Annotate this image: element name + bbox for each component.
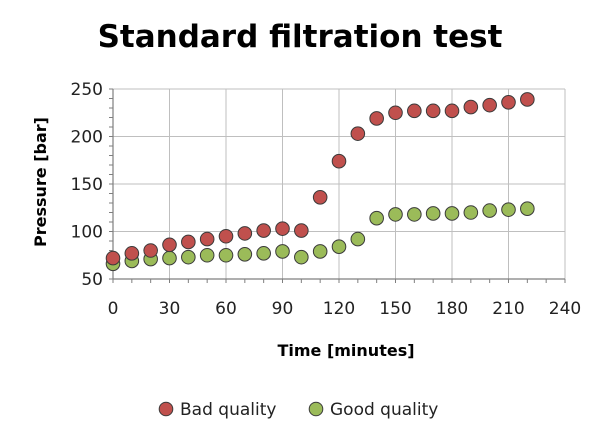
bad-quality-point xyxy=(105,250,121,266)
good-quality-point xyxy=(520,201,535,216)
good-quality-point xyxy=(369,210,384,226)
y-tick-label: 100 xyxy=(71,223,103,243)
good-quality-point xyxy=(181,249,196,265)
good-quality-point xyxy=(331,239,347,254)
y-tick-label: 200 xyxy=(71,128,103,148)
good-quality-point xyxy=(388,207,403,222)
bad-quality-point xyxy=(199,231,215,247)
good-quality-point xyxy=(162,250,177,266)
bad-quality-point xyxy=(331,153,347,169)
good-quality-legend-label: Good quality xyxy=(330,400,438,420)
y-tick-label: 150 xyxy=(71,175,103,195)
bad-quality-point xyxy=(501,95,516,110)
good-quality-point xyxy=(294,249,309,265)
good-quality-point xyxy=(444,206,460,221)
good-quality-point xyxy=(463,205,479,220)
bad-quality-point xyxy=(312,190,328,205)
bad-quality-legend-label: Bad quality xyxy=(180,400,276,420)
bad-quality-point xyxy=(162,237,177,253)
good-quality-point xyxy=(237,247,253,262)
bad-quality-point xyxy=(482,97,497,113)
bad-quality-point xyxy=(143,243,158,258)
y-tick-label: 250 xyxy=(71,80,103,100)
x-tick-label: 0 xyxy=(108,299,119,319)
bad-quality-point xyxy=(218,228,234,244)
bad-quality-point xyxy=(463,99,479,115)
chart-title: Standard filtration test xyxy=(98,19,503,55)
good-quality-point xyxy=(407,207,422,222)
bad-quality-point xyxy=(425,103,441,119)
bad-quality-point xyxy=(294,223,309,238)
good-quality-point xyxy=(425,206,441,221)
bad-quality-point xyxy=(275,221,290,236)
x-tick-label: 120 xyxy=(323,299,355,319)
x-tick-label: 150 xyxy=(379,299,411,319)
good-quality-point xyxy=(350,231,366,247)
y-tick-label: 50 xyxy=(81,270,103,290)
bad-quality-point xyxy=(369,111,384,126)
bad-quality-point xyxy=(520,92,535,107)
good-quality-point xyxy=(482,203,497,218)
bad-quality-point xyxy=(407,103,422,119)
data-points xyxy=(105,92,535,272)
bad-quality-point xyxy=(181,234,196,250)
x-tick-label: 180 xyxy=(436,299,468,319)
tick-labels: 0 30 60 90 120 150 180 210 240 50 100 150 200 250 xyxy=(71,80,582,319)
good-quality-point xyxy=(312,244,328,259)
good-quality-point xyxy=(275,244,290,259)
good-quality-legend-marker xyxy=(308,401,324,417)
x-axis-title: Time [minutes] xyxy=(277,341,414,360)
bad-quality-point xyxy=(388,105,403,121)
good-quality-point xyxy=(199,247,215,263)
x-tick-label: 240 xyxy=(549,299,581,319)
bad-quality-point xyxy=(350,126,366,141)
x-tick-label: 30 xyxy=(159,299,181,319)
bad-quality-point xyxy=(256,223,271,238)
bad-quality-point xyxy=(124,246,140,261)
bad-quality-point xyxy=(444,103,460,119)
good-quality-point xyxy=(256,246,271,261)
bad-quality-legend-marker xyxy=(158,401,174,417)
x-tick-label: 90 xyxy=(272,299,294,319)
good-quality-point xyxy=(501,202,516,217)
y-axis-title: Pressure [bar] xyxy=(31,117,50,247)
good-quality-point xyxy=(218,247,234,263)
bad-quality-point xyxy=(237,226,253,241)
x-tick-label: 210 xyxy=(492,299,524,319)
grid xyxy=(109,88,566,283)
x-tick-label: 60 xyxy=(215,299,237,319)
legend: Bad quality Good quality xyxy=(158,400,438,420)
